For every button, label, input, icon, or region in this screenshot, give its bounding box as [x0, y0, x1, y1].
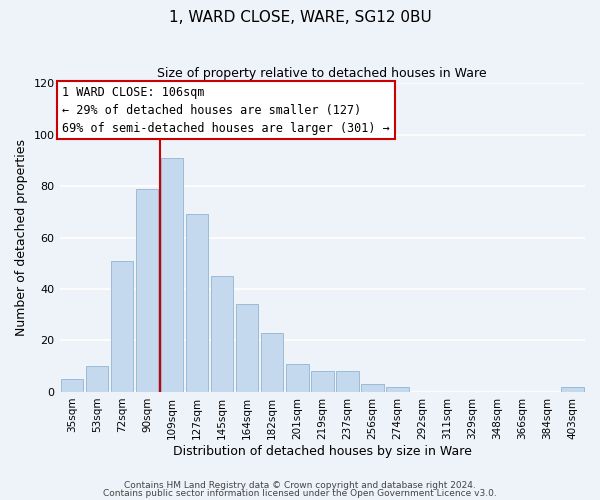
Text: 1 WARD CLOSE: 106sqm
← 29% of detached houses are smaller (127)
69% of semi-deta: 1 WARD CLOSE: 106sqm ← 29% of detached h… — [62, 86, 390, 134]
Text: 1, WARD CLOSE, WARE, SG12 0BU: 1, WARD CLOSE, WARE, SG12 0BU — [169, 10, 431, 25]
Title: Size of property relative to detached houses in Ware: Size of property relative to detached ho… — [157, 68, 487, 80]
Bar — [61, 379, 83, 392]
Bar — [86, 366, 109, 392]
X-axis label: Distribution of detached houses by size in Ware: Distribution of detached houses by size … — [173, 444, 472, 458]
Bar — [286, 364, 308, 392]
Bar — [561, 387, 584, 392]
Text: Contains HM Land Registry data © Crown copyright and database right 2024.: Contains HM Land Registry data © Crown c… — [124, 481, 476, 490]
Bar — [361, 384, 383, 392]
Y-axis label: Number of detached properties: Number of detached properties — [15, 139, 28, 336]
Bar — [136, 188, 158, 392]
Bar — [336, 372, 359, 392]
Text: Contains public sector information licensed under the Open Government Licence v3: Contains public sector information licen… — [103, 488, 497, 498]
Bar — [161, 158, 184, 392]
Bar — [236, 304, 259, 392]
Bar — [386, 387, 409, 392]
Bar — [261, 333, 283, 392]
Bar — [311, 372, 334, 392]
Bar — [111, 260, 133, 392]
Bar — [186, 214, 208, 392]
Bar — [211, 276, 233, 392]
